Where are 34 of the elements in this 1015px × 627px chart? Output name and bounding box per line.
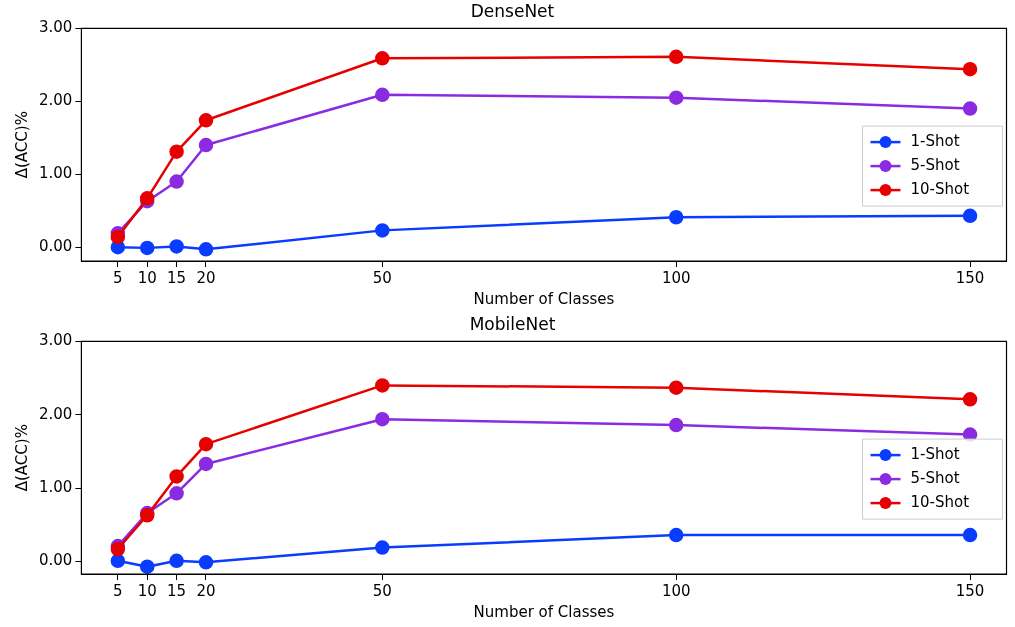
x-tick-label: 100 — [661, 268, 691, 287]
x-tick-label: 5 — [113, 581, 123, 600]
y-axis-title: Δ(ACC)% — [12, 111, 31, 179]
y-tick-label: 1.00 — [38, 478, 73, 497]
legend-label: 5-Shot — [910, 155, 960, 174]
x-tick-label: 150 — [955, 581, 985, 600]
y-tick-label: 3.00 — [38, 18, 73, 37]
y-axis-title: Δ(ACC)% — [12, 424, 31, 492]
y-tick-label: 1.00 — [38, 164, 73, 183]
legend-label: 1-Shot — [910, 444, 960, 463]
y-tick-label: 0.00 — [38, 237, 73, 256]
legend-label: 10-Shot — [910, 492, 970, 511]
legend-label: 1-Shot — [910, 131, 960, 150]
legend-label: 5-Shot — [910, 468, 960, 487]
x-tick-label: 20 — [196, 581, 216, 600]
x-axis-title: Number of Classes — [473, 289, 615, 308]
x-tick-label: 150 — [955, 268, 985, 287]
y-tick-label: 3.00 — [38, 331, 73, 350]
y-tick-label: 2.00 — [38, 91, 73, 110]
x-tick-label: 5 — [113, 268, 123, 287]
x-tick-label: 20 — [196, 268, 216, 287]
x-tick-label: 100 — [661, 581, 691, 600]
x-tick-label: 15 — [167, 268, 187, 287]
x-tick-label: 10 — [137, 581, 157, 600]
chart-title: DenseNet — [470, 0, 555, 21]
x-tick-label: 50 — [372, 268, 392, 287]
y-tick-label: 2.00 — [38, 404, 73, 423]
x-tick-label: 10 — [137, 268, 157, 287]
y-tick-label: 0.00 — [38, 551, 73, 570]
legend-label: 10-Shot — [910, 179, 970, 198]
x-tick-label: 50 — [372, 581, 392, 600]
chart-title: MobileNet — [469, 313, 556, 334]
x-tick-label: 15 — [167, 581, 187, 600]
x-axis-title: Number of Classes — [473, 602, 615, 621]
